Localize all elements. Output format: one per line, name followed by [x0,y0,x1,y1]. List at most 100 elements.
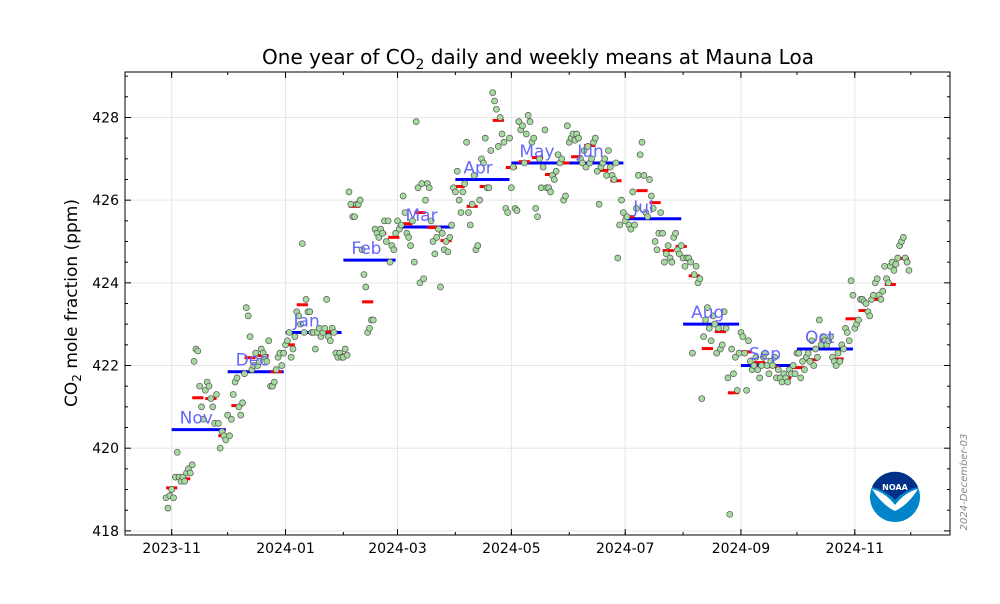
daily-point [815,316,823,324]
daily-point [369,316,377,324]
daily-point [509,163,517,171]
daily-point [494,143,502,150]
daily-point [903,258,911,266]
daily-point [578,159,586,167]
daily-point [636,151,644,159]
daily-point [246,333,254,340]
daily-point [476,196,483,204]
daily-point [468,200,476,208]
daily-point [728,345,735,353]
daily-point [474,242,482,249]
month-label: Jun [576,142,604,162]
daily-point [470,171,478,179]
daily-point [200,415,207,423]
daily-point [446,234,454,241]
daily-point [743,386,750,394]
daily-point [416,279,424,287]
daily-point [168,486,176,493]
daily-point [662,250,670,258]
daily-point [713,349,721,357]
daily-point [435,225,442,233]
daily-point [196,382,204,390]
daily-point [610,176,618,183]
daily-point [375,234,383,241]
daily-point [429,238,437,245]
chart-title: One year of CO2 daily and weekly means a… [262,45,814,73]
daily-point [366,324,373,332]
daily-point [487,147,495,154]
weekly-means [166,118,909,490]
daily-point [418,180,426,187]
daily-point [235,403,243,411]
month-label: Dec [236,351,269,371]
daily-point [808,337,816,345]
daily-point [181,477,189,485]
daily-point [705,324,713,332]
daily-point [298,240,306,247]
daily-point [746,358,754,365]
daily-point [681,262,689,270]
daily-point [521,159,528,167]
daily-point [438,229,446,237]
side-date-label: 2024-December-03 [959,434,970,531]
daily-point [420,275,427,283]
daily-point [696,275,704,283]
daily-point [623,213,631,221]
x-tick-label: 2024-01 [256,541,315,557]
daily-point [866,312,874,320]
daily-point [631,221,638,229]
daily-point [761,349,769,357]
daily-point [659,229,666,237]
daily-point [618,196,625,204]
daily-point [431,250,439,258]
daily-point [291,333,299,340]
daily-point [386,258,394,266]
noaa-logo: NOAA [870,471,920,522]
daily-point [448,221,455,229]
daily-point [489,89,497,97]
daily-point [500,138,508,146]
daily-point [774,366,782,373]
daily-point [263,358,271,365]
daily-point [892,260,900,268]
daily-point [356,196,364,204]
x-tick-label: 2023-11 [142,541,201,557]
daily-point [550,176,558,183]
daily-point [648,192,655,200]
daily-point [634,171,642,179]
daily-point [278,362,286,369]
y-tick-label: 426 [92,193,119,209]
daily-point [481,134,489,142]
month-label: Oct [805,328,835,348]
daily-point [480,159,487,167]
daily-point [537,184,545,192]
daily-point [379,229,386,237]
daily-point [588,155,595,163]
daily-point [444,248,452,256]
daily-point [233,374,241,382]
daily-point [188,461,196,469]
daily-point [616,221,623,229]
daily-point [491,97,498,105]
daily-point [186,469,194,477]
daily-point [397,221,405,229]
monthly-means [171,161,853,432]
daily-point [873,275,881,283]
daily-point [672,229,679,237]
daily-point [640,171,648,179]
daily-point [392,229,399,237]
daily-point [229,391,237,398]
daily-point [205,382,213,390]
daily-point [515,118,523,125]
daily-point [689,349,696,357]
x-tick-label: 2024-09 [712,541,771,557]
daily-point [427,217,435,225]
daily-point [784,378,791,386]
daily-point [207,395,215,402]
daily-point [832,362,840,369]
daily-point [216,444,224,452]
daily-point [562,192,569,200]
daily-point [312,345,319,353]
daily-point [715,324,722,332]
